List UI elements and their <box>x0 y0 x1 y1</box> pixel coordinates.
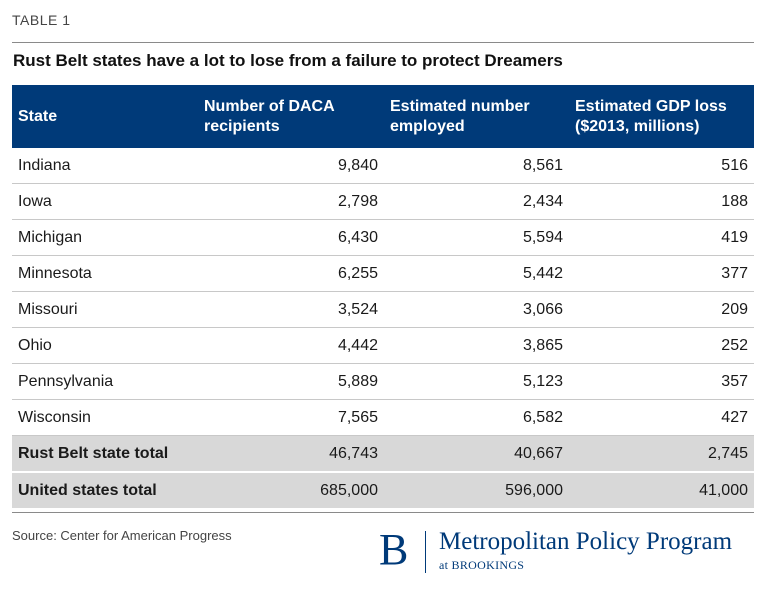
cell-state: Rust Belt state total <box>12 435 198 473</box>
brookings-logo: B Metropolitan Policy Program at BROOKIN… <box>379 525 759 575</box>
cell-state: Michigan <box>12 219 198 256</box>
cell-daca: 2,798 <box>198 183 384 220</box>
top-divider <box>12 42 754 43</box>
cell-daca: 3,524 <box>198 291 384 328</box>
cell-gdp-loss: 377 <box>569 255 754 292</box>
table-title: Rust Belt states have a lot to lose from… <box>13 51 563 70</box>
column-header-gdp-loss: Estimated GDP loss ($2013, millions) <box>569 85 754 148</box>
logo-program-name: Metropolitan Policy Program <box>439 528 733 555</box>
cell-daca: 9,840 <box>198 148 384 184</box>
logo-subtitle: at BROOKINGS <box>439 558 525 572</box>
cell-daca: 5,889 <box>198 363 384 400</box>
table-row: Indiana 9,840 8,561 516 <box>12 148 754 184</box>
cell-daca: 46,743 <box>198 435 384 473</box>
cell-gdp-loss: 188 <box>569 183 754 220</box>
cell-state: Indiana <box>12 148 198 184</box>
column-header-state: State <box>12 85 198 148</box>
table-row: Michigan 6,430 5,594 419 <box>12 219 754 256</box>
table-row: Pennsylvania 5,889 5,123 357 <box>12 363 754 400</box>
cell-gdp-loss: 41,000 <box>569 472 754 508</box>
source-note: Source: Center for American Progress <box>12 528 232 543</box>
cell-gdp-loss: 252 <box>569 327 754 364</box>
cell-daca: 6,430 <box>198 219 384 256</box>
data-table: State Number of DACA recipients Estimate… <box>12 85 754 508</box>
cell-state: Missouri <box>12 291 198 328</box>
cell-gdp-loss: 516 <box>569 148 754 184</box>
cell-gdp-loss: 427 <box>569 399 754 436</box>
cell-employed: 2,434 <box>384 183 569 220</box>
cell-employed: 40,667 <box>384 435 569 473</box>
total-row-rust-belt: Rust Belt state total 46,743 40,667 2,74… <box>12 435 754 473</box>
column-header-daca: Number of DACA recipients <box>198 85 384 148</box>
table-row: Ohio 4,442 3,865 252 <box>12 327 754 364</box>
table-row: Missouri 3,524 3,066 209 <box>12 291 754 328</box>
cell-state: Wisconsin <box>12 399 198 436</box>
bottom-divider <box>12 512 754 513</box>
cell-employed: 6,582 <box>384 399 569 436</box>
cell-employed: 3,865 <box>384 327 569 364</box>
table-label: TABLE 1 <box>12 12 71 28</box>
cell-employed: 5,594 <box>384 219 569 256</box>
logo-letter: B <box>379 525 409 574</box>
logo-divider <box>425 531 426 573</box>
column-header-employed: Estimated number employed <box>384 85 569 148</box>
cell-employed: 5,442 <box>384 255 569 292</box>
table-row: Minnesota 6,255 5,442 377 <box>12 255 754 292</box>
cell-gdp-loss: 419 <box>569 219 754 256</box>
cell-state: Iowa <box>12 183 198 220</box>
cell-state: Ohio <box>12 327 198 364</box>
cell-state: Minnesota <box>12 255 198 292</box>
cell-state: Pennsylvania <box>12 363 198 400</box>
cell-state: United states total <box>12 472 198 508</box>
cell-employed: 3,066 <box>384 291 569 328</box>
cell-daca: 7,565 <box>198 399 384 436</box>
cell-gdp-loss: 209 <box>569 291 754 328</box>
cell-daca: 685,000 <box>198 472 384 508</box>
cell-gdp-loss: 2,745 <box>569 435 754 473</box>
cell-employed: 8,561 <box>384 148 569 184</box>
total-row-united-states: United states total 685,000 596,000 41,0… <box>12 472 754 508</box>
cell-employed: 596,000 <box>384 472 569 508</box>
table-row: Iowa 2,798 2,434 188 <box>12 183 754 220</box>
cell-daca: 6,255 <box>198 255 384 292</box>
cell-gdp-loss: 357 <box>569 363 754 400</box>
cell-employed: 5,123 <box>384 363 569 400</box>
table-row: Wisconsin 7,565 6,582 427 <box>12 399 754 436</box>
cell-daca: 4,442 <box>198 327 384 364</box>
table-header-row: State Number of DACA recipients Estimate… <box>12 85 754 148</box>
